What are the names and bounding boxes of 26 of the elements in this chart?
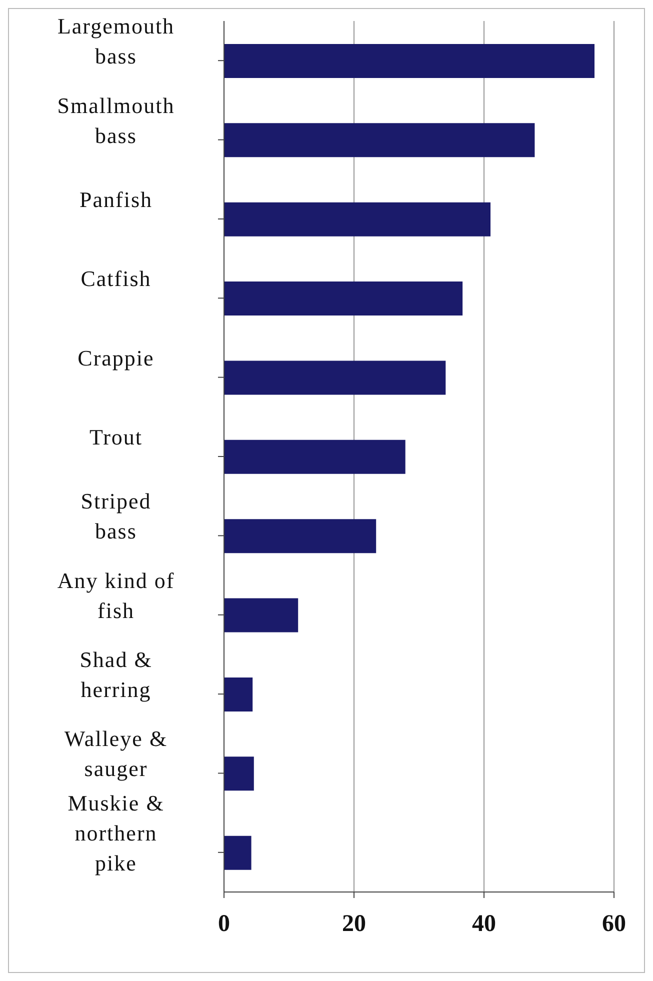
- bar: [224, 440, 406, 474]
- y-tick-label: Largemouth bass: [57, 14, 175, 69]
- x-tick-label: 20: [342, 911, 366, 938]
- y-tick-label: Shad & herring: [80, 647, 152, 702]
- y-tick-label: Trout: [89, 424, 143, 450]
- bar: [224, 360, 446, 395]
- bar: [224, 756, 254, 791]
- bar: [224, 123, 535, 158]
- y-tick-label: Muskie & northern pike: [68, 790, 164, 876]
- x-tick-label: 0: [218, 911, 230, 938]
- bar: [224, 202, 490, 236]
- bar: [224, 677, 253, 712]
- bar: [224, 598, 298, 632]
- y-tick-label: Striped bass: [80, 488, 152, 544]
- y-tick-label: Panfish: [80, 186, 152, 212]
- y-tick-label: Walleye & sauger: [64, 726, 168, 782]
- bar: [224, 836, 252, 870]
- x-tick-label: 40: [472, 911, 496, 938]
- y-tick-label: Smallmouth bass: [57, 92, 175, 148]
- x-tick-label: 60: [602, 911, 626, 938]
- y-tick-label: Catfish: [80, 266, 152, 292]
- y-tick-label: Crappie: [78, 345, 154, 370]
- bar: [224, 44, 594, 78]
- bar: [224, 282, 463, 316]
- y-tick-label: Any kind of fish: [57, 568, 175, 623]
- bar: [224, 519, 376, 554]
